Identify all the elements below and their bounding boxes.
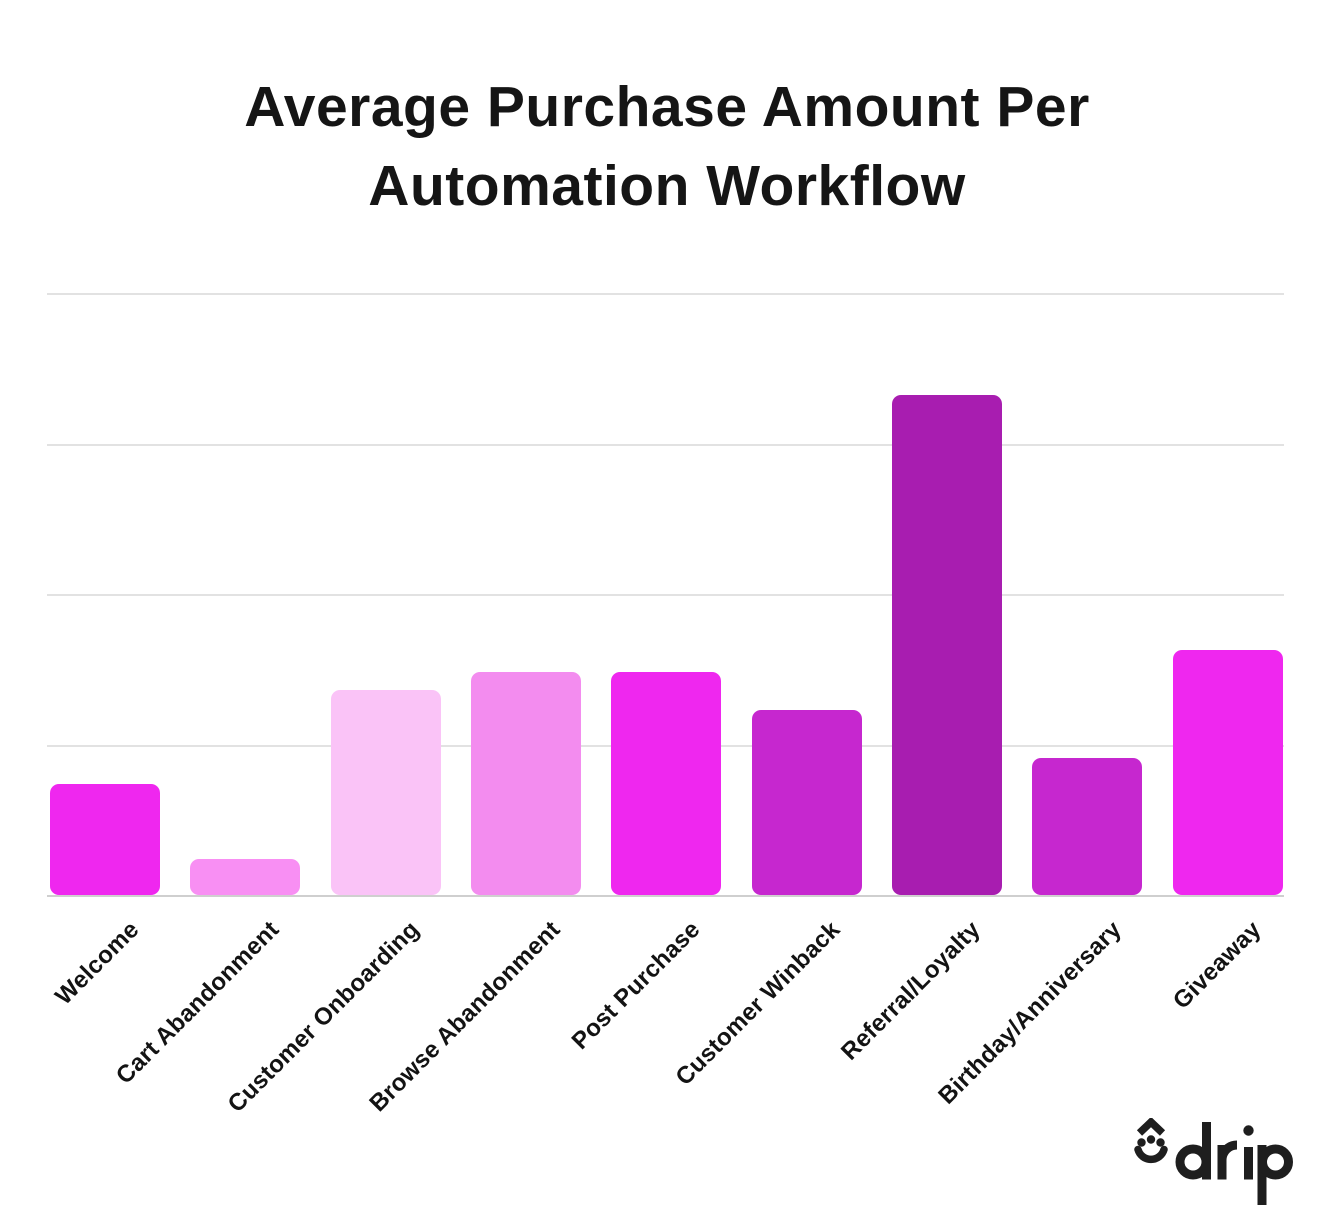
x-axis-label: Welcome xyxy=(49,916,145,1011)
chart-title-line1: Average Purchase Amount Per xyxy=(244,75,1090,139)
gridline xyxy=(47,443,1284,446)
bar-giveaway xyxy=(1172,650,1283,895)
x-axis-label: Referral/Loyalty xyxy=(836,916,987,1066)
drip-droplet-face-icon xyxy=(1134,1118,1168,1164)
chart-title-line2: Automation Workflow xyxy=(368,153,966,218)
bar-referral-loyalty xyxy=(891,395,1002,895)
drip-logo xyxy=(1134,1118,1293,1205)
bar-cart-abandonment xyxy=(190,859,301,895)
x-axis-label: Post Purchase xyxy=(566,916,706,1055)
plot-area xyxy=(47,293,1284,897)
drip-logo-wordmark xyxy=(1175,1122,1293,1205)
x-axis-label: Giveaway xyxy=(1168,916,1267,1015)
bar-browse-abandonment xyxy=(470,672,581,895)
bar-customer-winback xyxy=(751,710,862,895)
gridline xyxy=(47,594,1284,596)
bar-welcome xyxy=(50,784,160,895)
bar-post-purchase xyxy=(611,672,722,895)
bar-customer-onboarding xyxy=(330,690,441,895)
chart-title: Average Purchase Amount Per Automation W… xyxy=(0,68,1334,225)
gridline xyxy=(47,293,1284,295)
bar-birthday-anniversary xyxy=(1032,758,1143,895)
